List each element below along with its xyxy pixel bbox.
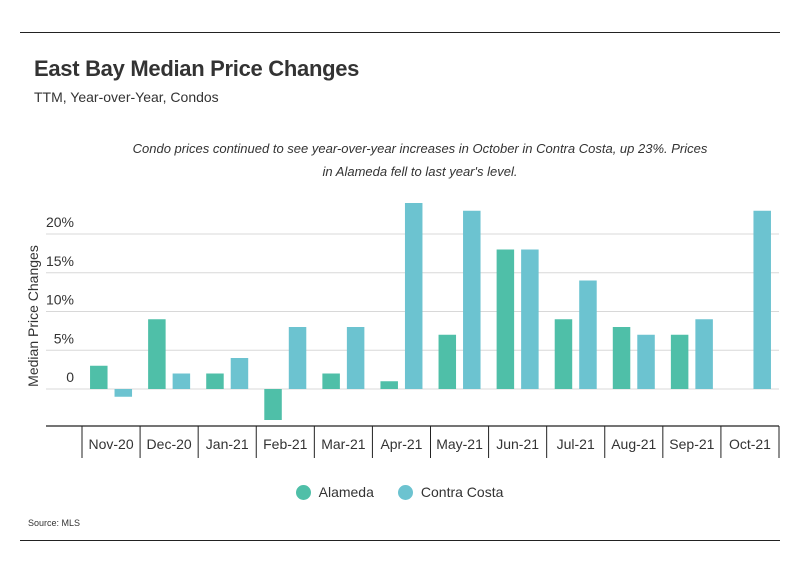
y-tick-label: 15% bbox=[46, 253, 74, 269]
x-tick-label: Mar-21 bbox=[321, 436, 366, 452]
bottom-rule bbox=[20, 540, 780, 541]
bar-contra-costa bbox=[463, 210, 481, 389]
y-tick-label: 5% bbox=[54, 330, 74, 346]
bar-alameda bbox=[90, 365, 108, 389]
legend-swatch-alameda bbox=[295, 484, 311, 500]
x-tick-label: Oct-21 bbox=[729, 436, 771, 452]
x-tick-label: Jun-21 bbox=[496, 436, 539, 452]
legend-swatch-contra-costa bbox=[397, 484, 413, 500]
bar-alameda bbox=[496, 249, 515, 389]
x-tick-label: Nov-20 bbox=[88, 436, 133, 452]
bar-alameda bbox=[206, 373, 224, 389]
bar-alameda bbox=[148, 319, 166, 389]
bar-alameda bbox=[380, 381, 398, 389]
x-tick-label: Apr-21 bbox=[380, 436, 422, 452]
bar-contra-costa bbox=[579, 280, 597, 389]
x-tick-label: Jan-21 bbox=[206, 436, 249, 452]
x-tick-label: Feb-21 bbox=[263, 436, 308, 452]
bar-contra-costa bbox=[521, 249, 539, 389]
x-tick-label: Dec-20 bbox=[147, 436, 192, 452]
legend: Alameda Contra Costa bbox=[0, 484, 799, 500]
bar-contra-costa bbox=[404, 203, 423, 389]
legend-label-contra-costa: Contra Costa bbox=[420, 484, 504, 500]
legend-label-alameda: Alameda bbox=[318, 484, 374, 500]
legend-item-contra-costa: Contra Costa bbox=[397, 484, 504, 500]
bar-alameda bbox=[438, 334, 457, 389]
chart-annotation: Condo prices continued to see year-over-… bbox=[132, 141, 708, 179]
bar-alameda bbox=[264, 389, 282, 420]
legend-item-alameda: Alameda bbox=[295, 484, 374, 500]
x-tick-label: Sep-21 bbox=[669, 436, 714, 452]
x-tick-label: May-21 bbox=[436, 436, 483, 452]
bar-alameda bbox=[612, 327, 631, 389]
bar-contra-costa bbox=[753, 210, 771, 389]
bar-alameda bbox=[554, 319, 573, 389]
y-axis-label: Median Price Changes bbox=[25, 245, 41, 387]
source-note: Source: MLS bbox=[28, 518, 81, 528]
bar-contra-costa bbox=[172, 373, 191, 389]
bar-contra-costa bbox=[346, 327, 365, 389]
y-tick-label: 10% bbox=[46, 292, 74, 308]
y-tick-label: 0 bbox=[66, 369, 74, 385]
top-rule bbox=[20, 32, 780, 33]
bar-contra-costa bbox=[288, 327, 307, 389]
x-tick-label: Aug-21 bbox=[611, 436, 656, 452]
chart-title: East Bay Median Price Changes bbox=[34, 56, 360, 81]
bar-contra-costa bbox=[114, 389, 133, 397]
bar-alameda bbox=[322, 373, 340, 389]
bar-contra-costa bbox=[695, 319, 713, 389]
bar-alameda bbox=[670, 334, 689, 389]
y-tick-label: 20% bbox=[46, 214, 74, 230]
bar-contra-costa bbox=[637, 334, 655, 389]
x-tick-label: Jul-21 bbox=[557, 436, 595, 452]
bar-contra-costa bbox=[230, 358, 249, 389]
chart-subtitle: TTM, Year-over-Year, Condos bbox=[34, 89, 219, 105]
